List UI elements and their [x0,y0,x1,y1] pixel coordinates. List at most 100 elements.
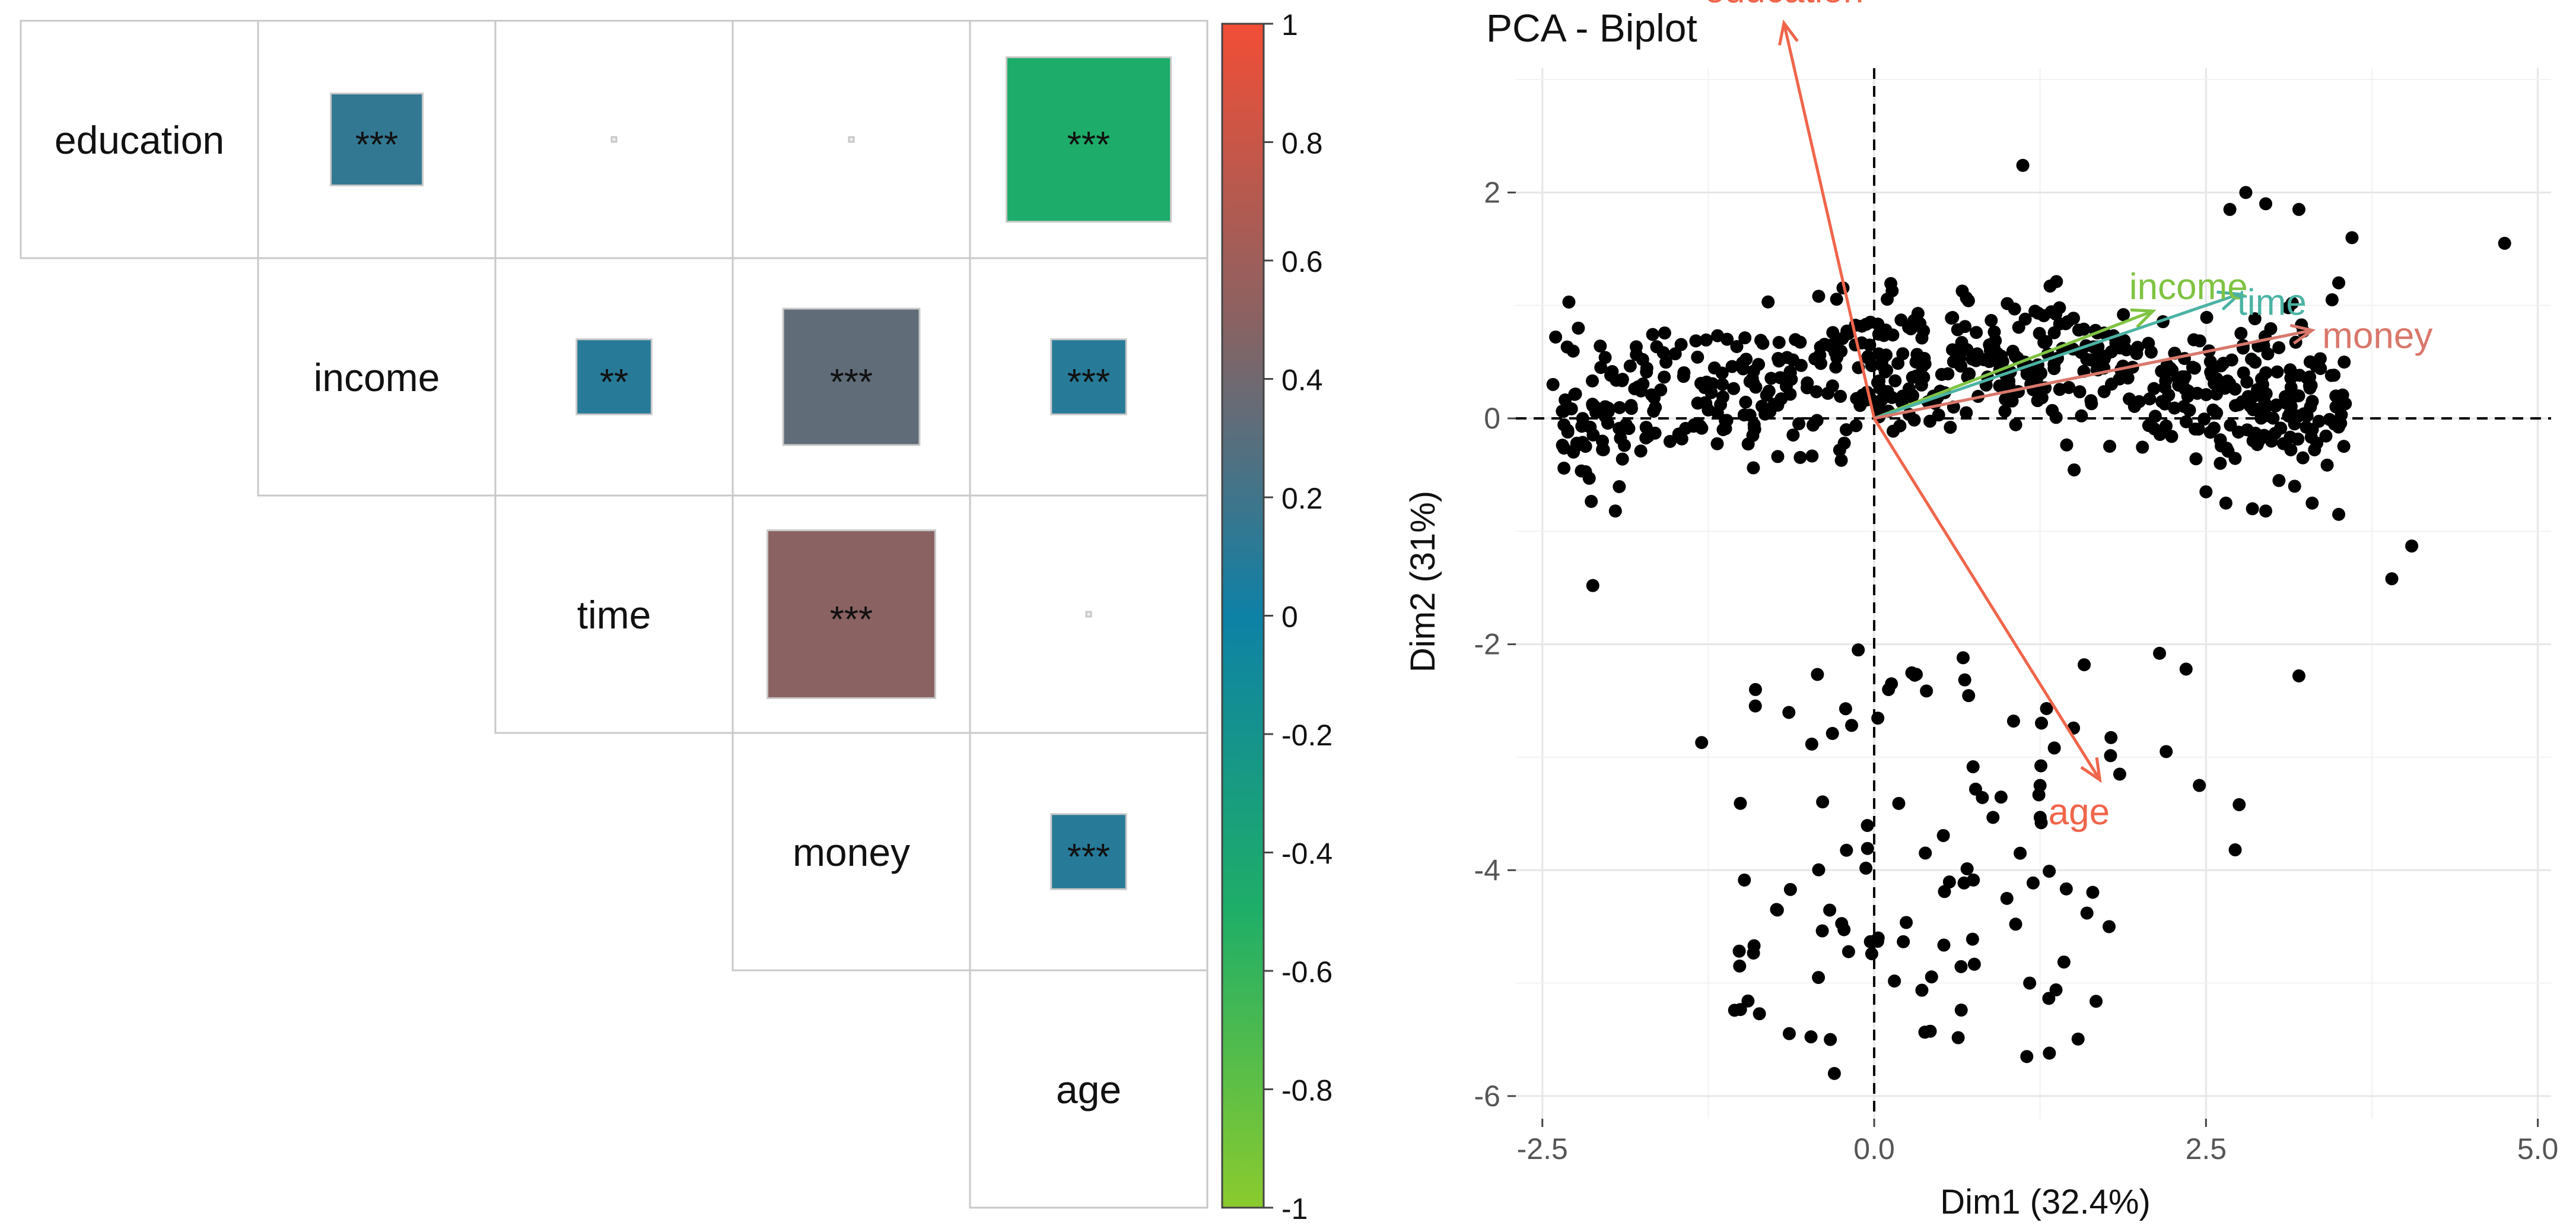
arrow-money [1874,329,2313,420]
data-point [1830,333,1843,347]
data-point [2189,452,2203,466]
data-point [1747,939,1761,952]
data-point [1892,796,1906,810]
data-point [2040,701,2053,715]
correlation-square [782,307,921,446]
data-point [1966,760,1980,774]
data-point [1920,684,1933,698]
data-point [2000,891,2014,905]
data-point [2288,480,2301,493]
data-point [2147,382,2161,395]
data-point [1861,351,1874,365]
data-point [2234,326,2248,340]
data-point [1884,277,1898,290]
data-point [2210,406,2224,420]
data-point [1748,682,1762,696]
data-point [1845,719,1859,732]
data-point [2200,310,2214,324]
data-point [2246,390,2259,404]
data-point [1747,461,1760,475]
data-point [2187,333,2200,347]
data-point [2136,440,2149,454]
data-point [2068,463,2081,477]
data-point [1985,314,1998,328]
data-point [1837,436,1851,450]
data-point [2059,882,2073,896]
data-point [1987,341,2001,355]
data-point [2248,312,2262,326]
data-point [2035,716,2049,730]
data-point [1853,399,1867,412]
data-point [2345,231,2359,245]
data-point [2323,412,2336,426]
data-point [2183,404,2196,417]
data-point [1760,404,1774,417]
data-point [2033,811,2047,824]
data-point [2313,352,2327,366]
data-point [2292,669,2305,682]
data-point [1994,790,2008,804]
y-tick-label: 2 [1484,176,1500,209]
data-point [1804,1030,1818,1044]
data-point [1687,420,1700,433]
data-point [1859,861,1873,875]
data-point [1658,326,1671,340]
data-point [1632,380,1645,393]
x-axis-label: Dim1 (32.4%) [1940,1183,2151,1221]
data-point [1879,388,1893,402]
data-point [2237,366,2250,380]
data-point [1946,310,1960,324]
data-point [2264,322,2278,335]
data-point [2001,297,2014,310]
data-point [1594,361,1608,374]
data-point [2270,365,2284,379]
colorbar-tick-label: 0.2 [1281,482,1323,515]
data-point [1904,322,1917,336]
data-point [1549,330,1563,344]
data-point [2085,397,2098,411]
arrow-label-education: education [1704,0,1863,11]
data-point [2117,334,2131,347]
arrow-label-money: money [2322,316,2432,357]
data-point [1967,957,1981,971]
data-point [2046,404,2059,417]
y-tick-label: 0 [1484,402,1500,435]
data-point [2153,646,2167,660]
data-point [1910,369,1923,383]
data-point [2047,741,2061,755]
correlation-square [848,136,855,143]
correlation-square [1050,813,1127,890]
data-point [2199,388,2213,401]
data-point [1570,439,1583,452]
data-point [1887,424,1900,438]
data-point [2016,158,2030,172]
correlation-square [1005,56,1172,223]
data-point [1830,293,1843,306]
data-point [2282,301,2295,315]
data-point [1888,974,1901,988]
data-point [1601,401,1615,415]
data-point [2279,396,2292,410]
data-point [1557,461,1571,475]
data-point [1689,334,1703,348]
data-point [1786,428,1800,442]
data-point [2498,237,2511,250]
data-point [1739,395,1753,409]
data-point [2308,443,2321,457]
data-point [2292,409,2305,423]
arrow-head-income [2130,308,2157,328]
data-point [2160,745,2173,758]
data-point [1636,353,1649,366]
data-point [1624,402,1638,415]
data-point [1663,434,1677,448]
data-point [2223,202,2237,216]
data-point [1615,452,1629,466]
data-point [1826,379,1839,393]
data-point [1953,351,1967,365]
data-point [1834,389,1847,403]
data-point [1983,355,1996,369]
data-point [1941,367,1955,380]
data-point [1640,365,1653,379]
data-point [2060,438,2073,452]
